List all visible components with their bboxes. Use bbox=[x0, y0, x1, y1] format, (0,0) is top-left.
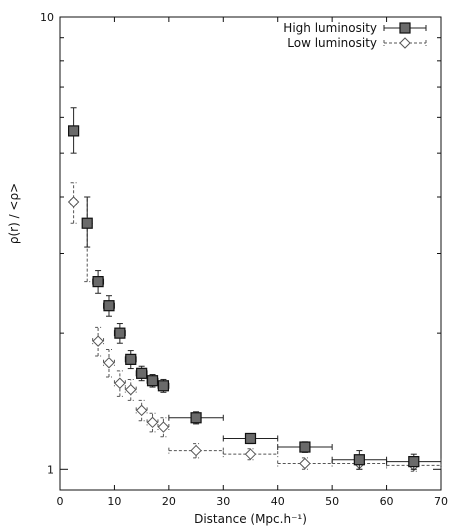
data-point bbox=[408, 455, 420, 468]
data-point bbox=[135, 404, 148, 417]
data-point bbox=[125, 353, 137, 365]
data-point bbox=[136, 367, 148, 379]
data-point bbox=[244, 432, 257, 445]
data-point bbox=[190, 412, 202, 424]
data-point bbox=[92, 276, 104, 288]
series-high bbox=[68, 107, 442, 470]
data-point bbox=[81, 217, 93, 229]
y-tick-label: 1 bbox=[47, 463, 54, 476]
data-point bbox=[114, 327, 126, 339]
x-tick-label: 70 bbox=[434, 495, 448, 508]
data-point bbox=[114, 377, 126, 389]
data-point bbox=[67, 196, 80, 208]
data-point bbox=[68, 125, 80, 137]
series-low bbox=[67, 182, 442, 472]
x-tick-label: 30 bbox=[216, 495, 230, 508]
data-point bbox=[244, 448, 257, 460]
data-point bbox=[157, 380, 170, 392]
data-point bbox=[92, 335, 104, 347]
data-point bbox=[190, 444, 202, 457]
data-point bbox=[157, 421, 170, 433]
data-point bbox=[399, 22, 411, 34]
data-point bbox=[103, 300, 115, 312]
y-axis-title: ρ(r) / <ρ> bbox=[7, 183, 21, 244]
axis-ticks: 0 10 20 30 40 50 60 70 1 10 bbox=[40, 11, 448, 508]
data-point bbox=[125, 383, 137, 396]
legend-label: High luminosity bbox=[283, 21, 377, 35]
data-point bbox=[299, 441, 311, 453]
data-point bbox=[299, 457, 311, 470]
x-tick-label: 40 bbox=[271, 495, 285, 508]
data-point bbox=[103, 357, 115, 369]
x-axis-title: Distance (Mpc.h⁻¹) bbox=[194, 512, 307, 526]
series-layer bbox=[67, 107, 442, 472]
x-tick-label: 60 bbox=[380, 495, 394, 508]
data-point bbox=[353, 454, 365, 466]
x-tick-label: 10 bbox=[107, 495, 121, 508]
x-tick-label: 0 bbox=[57, 495, 64, 508]
plot-frame bbox=[59, 16, 442, 491]
data-point bbox=[399, 37, 411, 49]
data-point bbox=[146, 375, 159, 387]
y-tick-label: 10 bbox=[40, 11, 54, 24]
legend-label: Low luminosity bbox=[287, 36, 377, 50]
x-tick-label: 50 bbox=[325, 495, 339, 508]
x-tick-label: 20 bbox=[162, 495, 176, 508]
data-point bbox=[146, 416, 159, 429]
